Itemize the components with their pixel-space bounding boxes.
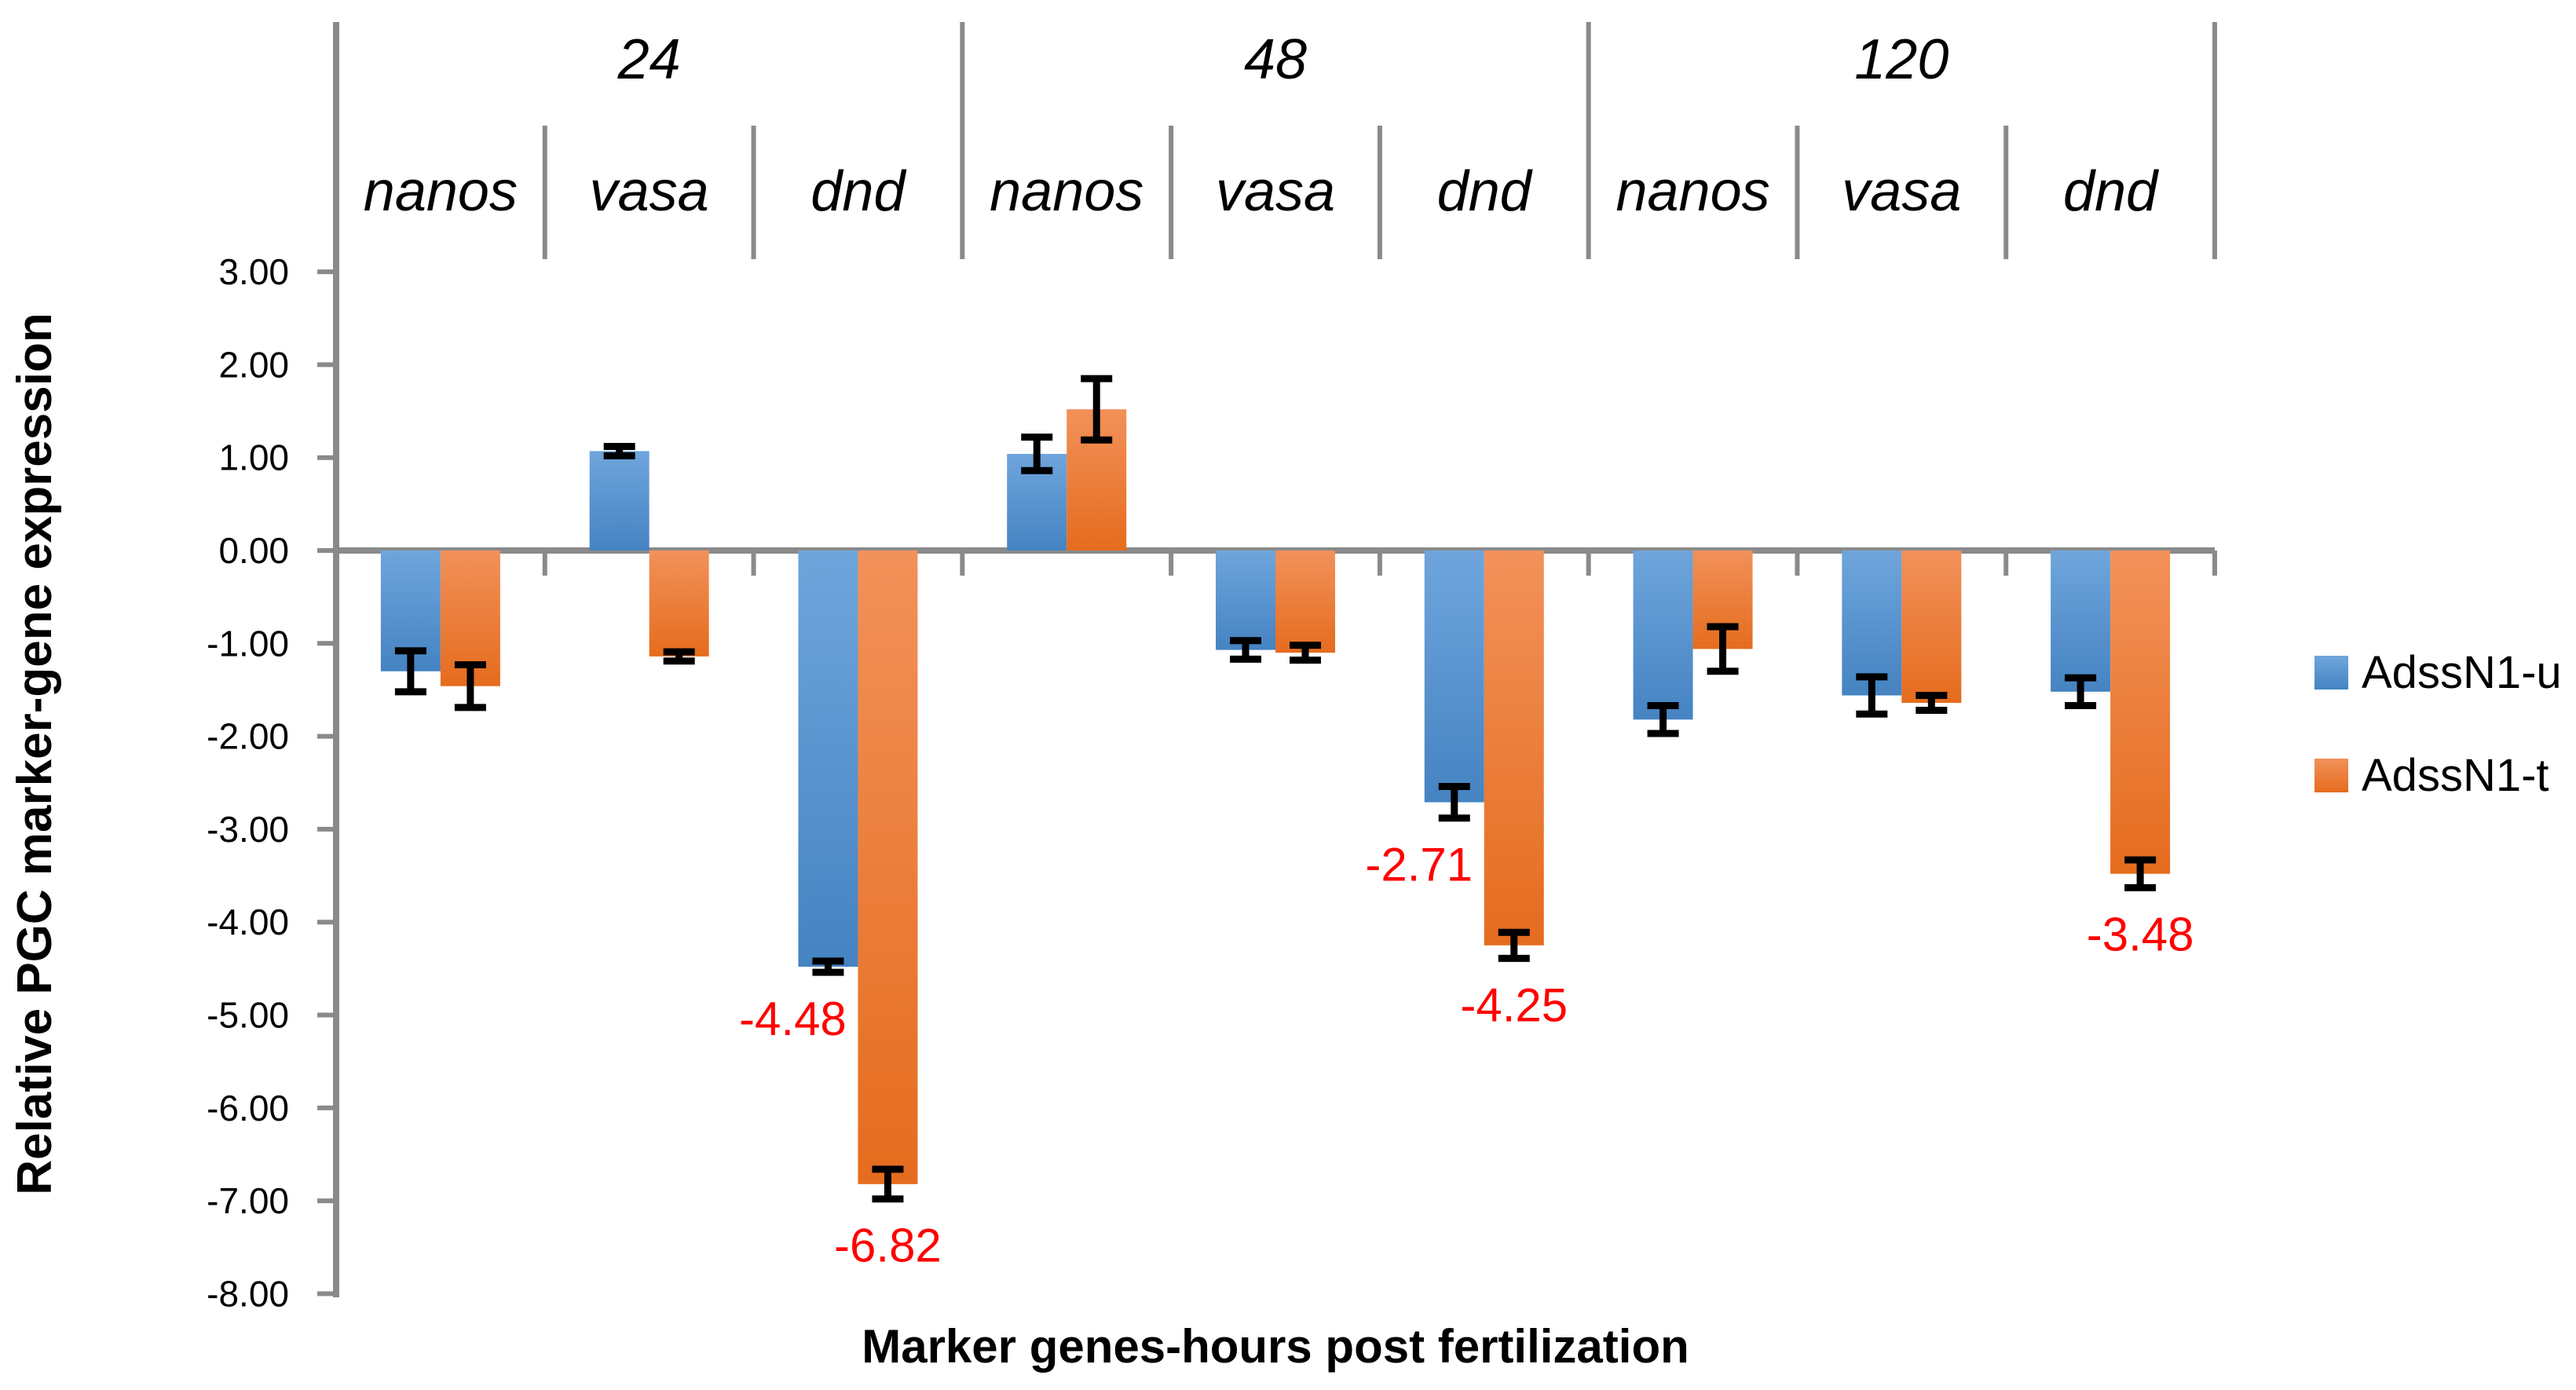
gene-group-label: vasa <box>1842 160 1961 223</box>
data-labels-layer: -4.48 -2.71 -6.82 -4.25 -3.48 <box>739 839 2194 1272</box>
gene-group-label: dnd <box>1437 160 1533 223</box>
data-label: -6.82 <box>834 1220 942 1272</box>
bar-AdssN1-u-48-vasa <box>1216 551 1275 650</box>
x-axis-title: Marker genes-hours post fertilization <box>862 1320 1689 1373</box>
gene-group-label: nanos <box>990 160 1143 223</box>
bar-AdssN1-u-120-nanos <box>1633 551 1693 720</box>
y-axis-title: Relative PGC marker-gene expression <box>8 313 62 1194</box>
bar-AdssN1-u-48-dnd <box>1424 551 1484 803</box>
hour-group-label: 120 <box>1854 28 1948 91</box>
gene-group-label: nanos <box>1615 160 1769 223</box>
category-header-layer: 24 48 120 nanos vasa dnd nanos vasa dnd nanos vasa… <box>364 22 2217 259</box>
gene-group-label: vasa <box>1216 160 1335 223</box>
y-tick-label: -1.00 <box>207 623 289 664</box>
legend-label-adssn1-u: AdssN1-u <box>2362 647 2562 698</box>
y-tick-label: 3.00 <box>218 251 289 292</box>
y-tick-label: -5.00 <box>207 995 289 1036</box>
data-label: -4.48 <box>739 993 847 1045</box>
bar-AdssN1-t-24-vasa <box>649 551 709 657</box>
bar-AdssN1-u-120-vasa <box>1842 551 1902 696</box>
legend: AdssN1-u AdssN1-t <box>2314 647 2562 801</box>
legend-label-adssn1-t: AdssN1-t <box>2362 750 2549 801</box>
bar-AdssN1-u-120-dnd <box>2051 551 2111 692</box>
y-tick-label: -3.00 <box>207 809 289 850</box>
gene-group-label: dnd <box>2063 160 2159 223</box>
y-tick-label: -6.00 <box>207 1088 289 1128</box>
bar-AdssN1-u-24-dnd <box>798 551 858 967</box>
bars-layer <box>380 375 2171 1203</box>
gene-group-label: nanos <box>364 160 518 223</box>
y-tick-label: 1.00 <box>218 437 289 478</box>
bar-AdssN1-t-24-dnd <box>858 551 918 1184</box>
data-label: -4.25 <box>1460 978 1568 1031</box>
gene-group-label: dnd <box>810 160 906 223</box>
bar-AdssN1-t-120-dnd <box>2110 551 2171 874</box>
legend-swatch-adssn1-t <box>2314 759 2348 792</box>
bar-AdssN1-t-120-vasa <box>1901 551 1962 704</box>
hour-group-label: 48 <box>1244 28 1307 91</box>
data-label: -3.48 <box>2087 908 2194 960</box>
gene-group-label: vasa <box>590 160 709 223</box>
y-tick-label: 2.00 <box>218 344 289 385</box>
legend-swatch-adssn1-u <box>2314 656 2348 690</box>
y-tick-label: -4.00 <box>207 902 289 942</box>
bar-AdssN1-t-48-vasa <box>1275 551 1335 653</box>
y-tick-label: -8.00 <box>207 1273 289 1314</box>
y-tick-label: -2.00 <box>207 716 289 757</box>
data-label: -2.71 <box>1365 839 1473 891</box>
bar-AdssN1-u-24-vasa <box>589 451 649 551</box>
bar-AdssN1-t-48-dnd <box>1484 551 1544 946</box>
y-tick-label: -7.00 <box>207 1180 289 1221</box>
hour-group-label: 24 <box>617 28 681 91</box>
y-tick-label: 0.00 <box>218 530 289 571</box>
